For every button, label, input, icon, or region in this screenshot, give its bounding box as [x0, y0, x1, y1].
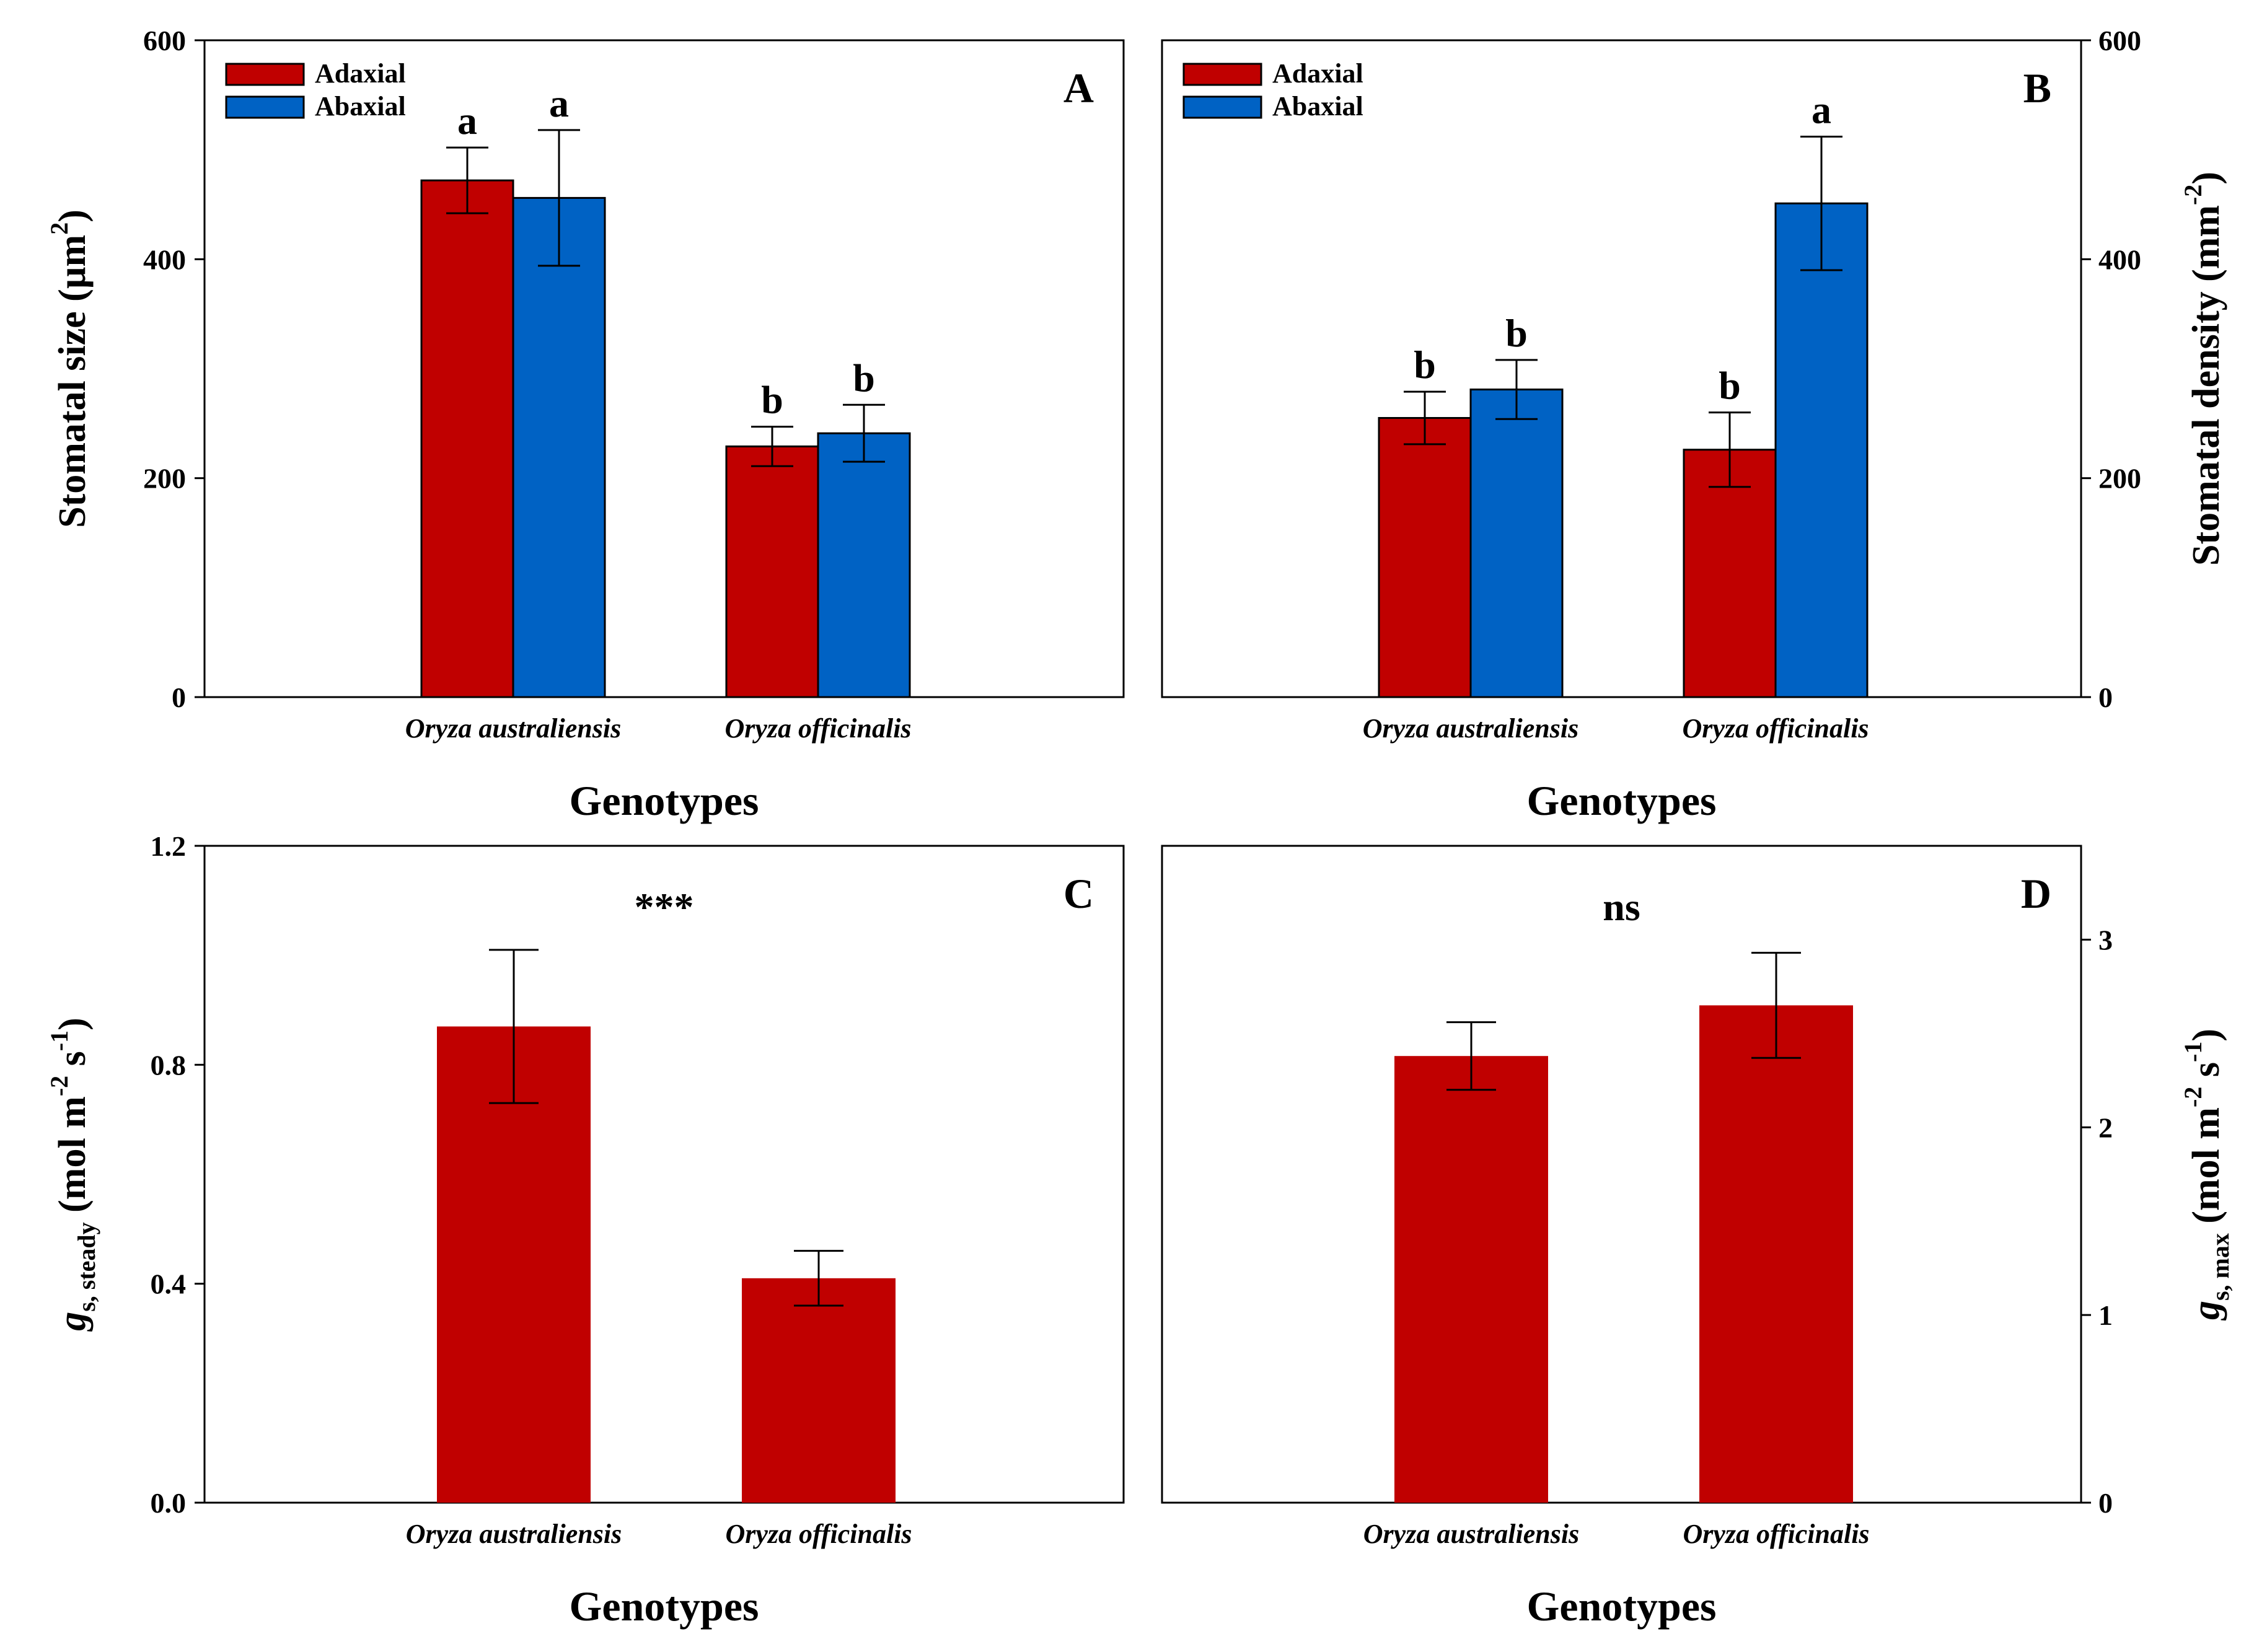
significance-letter: a [457, 99, 477, 143]
y-title-text: Stomatal density (mm [2185, 205, 2227, 566]
bar-gs-steady-2 [742, 1278, 896, 1503]
y-title-text: s [51, 1051, 94, 1076]
x-axis-title: Genotypes [1527, 777, 1717, 824]
y-tick-label: 400 [2098, 244, 2141, 275]
bar-gs-max-1 [1394, 1056, 1548, 1503]
y-title-symbol: g [51, 1312, 94, 1332]
y-title-symbol: g [2185, 1301, 2227, 1321]
significance-letter: a [1812, 87, 1831, 131]
x-axis-title: Genotypes [570, 1583, 759, 1630]
y-axis-title: Stomatal density (mm-2) [2179, 172, 2227, 566]
y-title-superscript: -1 [45, 1030, 73, 1051]
y-title-superscript: -2 [2179, 185, 2207, 205]
x-category-label: Oryza officinalis [1683, 1519, 1869, 1549]
legend-swatch [225, 95, 305, 119]
y-title-text: ) [51, 1017, 94, 1030]
bar-abaxial-1 [512, 196, 606, 698]
y-tick-label: 0 [2098, 682, 2113, 713]
y-title-subscript: s, max [2206, 1233, 2234, 1301]
y-tick-label: 200 [143, 463, 186, 494]
y-axis-title: Stomatal size (µm2) [45, 209, 94, 528]
legend-label: Abaxial [1272, 91, 1363, 121]
x-category-label: Oryza officinalis [724, 713, 911, 744]
significance-letter: b [853, 356, 875, 400]
significance-letter: b [761, 378, 783, 422]
significance-annotation: *** [635, 885, 694, 929]
y-tick-label: 2 [2098, 1112, 2113, 1143]
bar-abaxial-1 [1469, 389, 1564, 698]
y-title-text: s [2185, 1062, 2227, 1087]
y-axis-title: gs, max (mol m-2 s-1) [2179, 1029, 2234, 1321]
significance-letter: a [549, 81, 569, 125]
x-category-label: Oryza australiensis [406, 1519, 622, 1549]
panel-label: A [1063, 64, 1094, 112]
panel-label: D [2021, 870, 2051, 917]
significance-letter: b [1719, 364, 1741, 408]
plot-frame [1161, 39, 2082, 698]
y-title-text: (mol m [51, 1096, 94, 1222]
bar-gs-max-2 [1699, 1005, 1853, 1503]
significance-letter: b [1505, 311, 1528, 355]
bar-abaxial-2 [1774, 202, 1869, 698]
panel-label: B [2023, 64, 2051, 112]
y-title-text: (mol m [2185, 1107, 2227, 1233]
y-title-superscript: -1 [2179, 1042, 2207, 1062]
x-category-label: Oryza australiensis [405, 713, 621, 744]
y-title-subscript: s, steady [73, 1222, 100, 1311]
panel-a: 0 200 400 600 a a Oryza australiensis b b Oryza o… [45, 25, 1125, 824]
y-tick-label: 3 [2098, 924, 2113, 956]
y-tick-label: 1.2 [151, 830, 187, 862]
significance-annotation: ns [1603, 885, 1640, 929]
y-tick-label: 400 [143, 244, 186, 275]
bar-gs-steady-1 [437, 1026, 591, 1503]
significance-letter: b [1414, 343, 1436, 387]
y-tick-label: 1 [2098, 1299, 2113, 1331]
y-tick-label: 200 [2098, 463, 2141, 494]
y-tick-label: 600 [2098, 25, 2141, 56]
y-title-superscript: -2 [45, 1076, 73, 1096]
y-title-superscript: -2 [2179, 1087, 2207, 1107]
y-title-text: Stomatal size (µm [51, 235, 94, 528]
x-category-label: Oryza australiensis [1363, 1519, 1579, 1549]
bar-adaxial-2 [1683, 449, 1777, 698]
x-axis-title: Genotypes [570, 777, 759, 824]
plot-frame [1161, 845, 2082, 1504]
legend-label: Adaxial [315, 58, 406, 89]
y-title-text: ) [2185, 1029, 2227, 1042]
x-category-label: Oryza officinalis [725, 1519, 912, 1549]
x-category-label: Oryza australiensis [1363, 713, 1578, 744]
y-tick-label: 0 [2098, 1487, 2113, 1519]
legend-label: Adaxial [1272, 58, 1363, 89]
panel-d: 0 1 2 3 Oryza australiensis Oryza officinalis… [1161, 845, 2234, 1630]
bar-adaxial-2 [725, 445, 819, 698]
panel-c: 0.0 0.4 0.8 1.2 Oryza australiensis Oryza off… [45, 830, 1125, 1630]
y-tick-label: 0.0 [151, 1487, 187, 1519]
x-category-label: Oryza officinalis [1682, 713, 1869, 744]
plot-frame [203, 845, 1125, 1504]
x-axis-title: Genotypes [1527, 1583, 1717, 1630]
legend-swatch [225, 63, 305, 86]
legend-label: Abaxial [315, 91, 406, 121]
legend-swatch [1182, 95, 1262, 119]
y-tick-label: 0 [172, 682, 186, 713]
bar-adaxial-1 [1378, 417, 1472, 698]
plot-frame [203, 39, 1125, 698]
bar-adaxial-1 [420, 179, 514, 698]
y-tick-label: 600 [143, 25, 186, 56]
y-axis-title: gs, steady (mol m-2 s-1) [45, 1017, 100, 1332]
y-title-text: ) [51, 209, 94, 222]
y-tick-label: 0.8 [151, 1049, 187, 1081]
y-tick-label: 0.4 [151, 1268, 187, 1300]
legend-swatch [1182, 63, 1262, 86]
panel-b: 0 200 400 600 b b Oryza australiensis b a Oryza o… [1161, 25, 2227, 824]
bar-abaxial-2 [817, 432, 911, 698]
y-title-text: ) [2185, 172, 2227, 185]
y-title-superscript: 2 [45, 222, 73, 235]
panel-label: C [1063, 870, 1094, 917]
